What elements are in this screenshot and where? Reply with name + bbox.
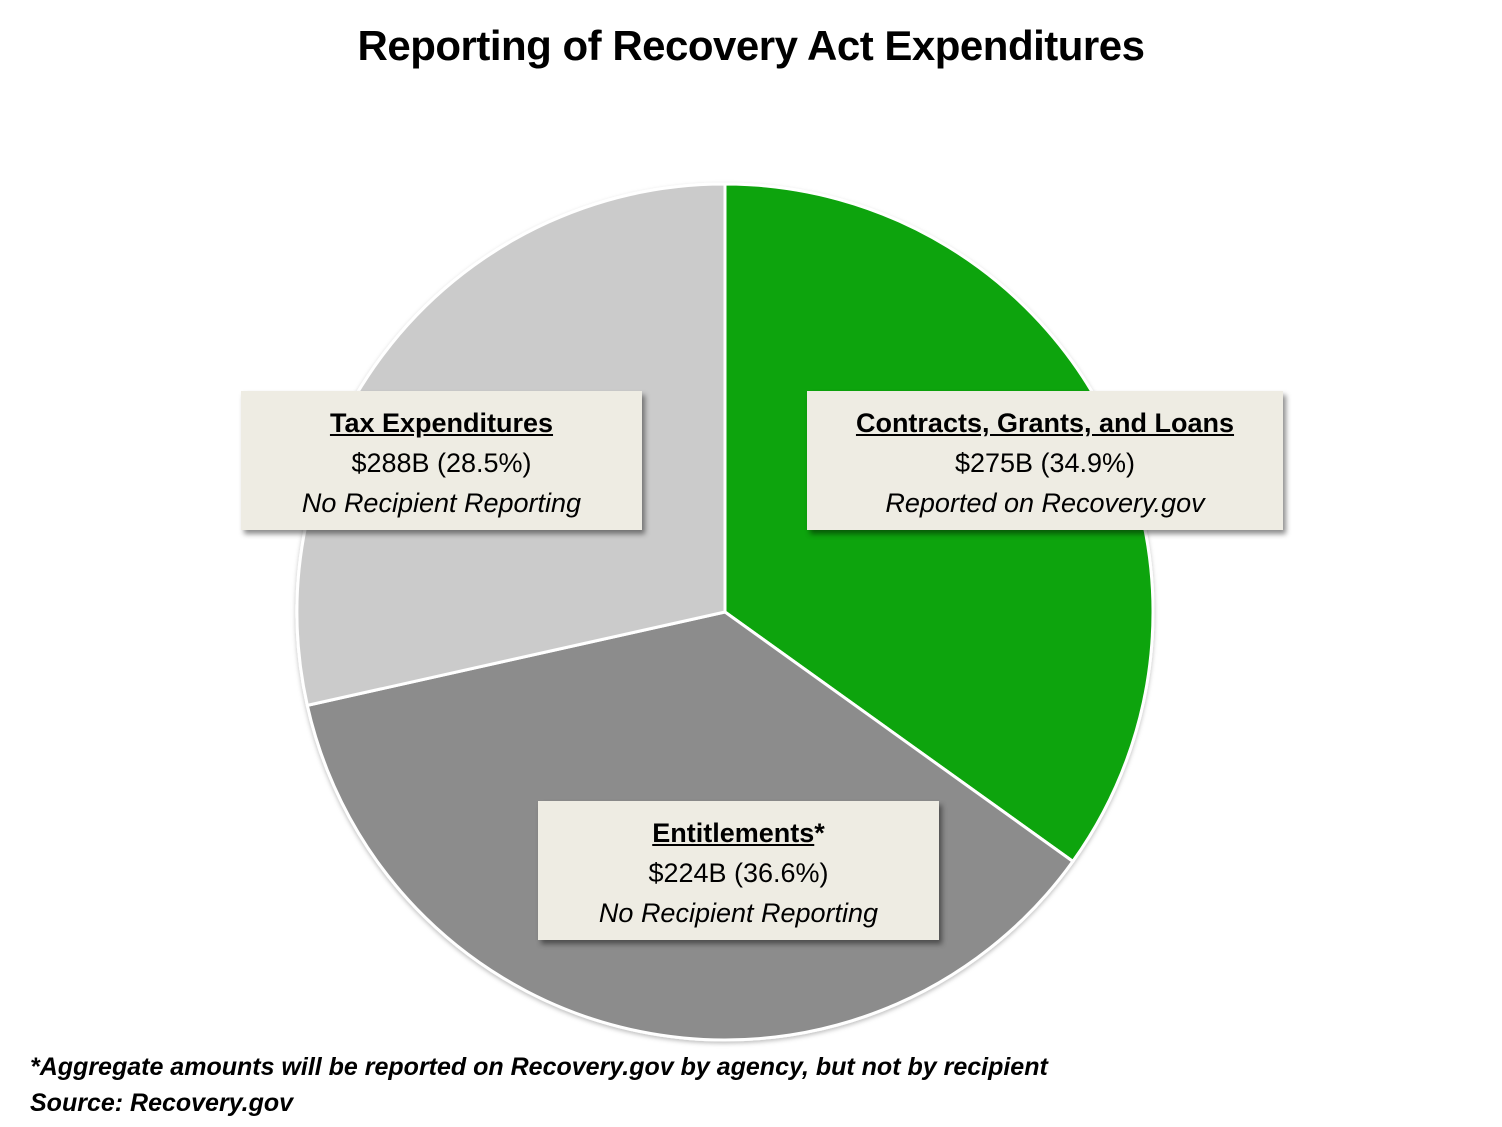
callout-entitlements-name: Entitlements* [652, 818, 825, 848]
chart-source: Source: Recovery.gov [30, 1089, 294, 1117]
chart-footnote: *Aggregate amounts will be reported on R… [30, 1053, 1048, 1081]
callout-tax-expenditures: Tax Expenditures $288B (28.5%) No Recipi… [241, 391, 642, 530]
callout-entitlements-note: No Recipient Reporting [598, 898, 879, 928]
callout-contracts-note: Reported on Recovery.gov [885, 488, 1205, 518]
callout-entitlements: Entitlements* $224B (36.6%) No Recipient… [538, 801, 939, 940]
callout-contracts-value: $275B (34.9%) [954, 448, 1136, 478]
callout-tax-value: $288B (28.5%) [351, 448, 532, 478]
chart-title: Reporting of Recovery Act Expenditures [357, 22, 1145, 69]
callout-contracts-name: Contracts, Grants, and Loans [855, 408, 1235, 438]
callout-tax-note: No Recipient Reporting [301, 488, 582, 518]
callout-entitlements-value: $224B (36.6%) [648, 858, 829, 888]
callout-contracts-grants-loans: Contracts, Grants, and Loans $275B (34.9… [807, 391, 1283, 530]
callout-tax-name: Tax Expenditures [329, 408, 554, 438]
